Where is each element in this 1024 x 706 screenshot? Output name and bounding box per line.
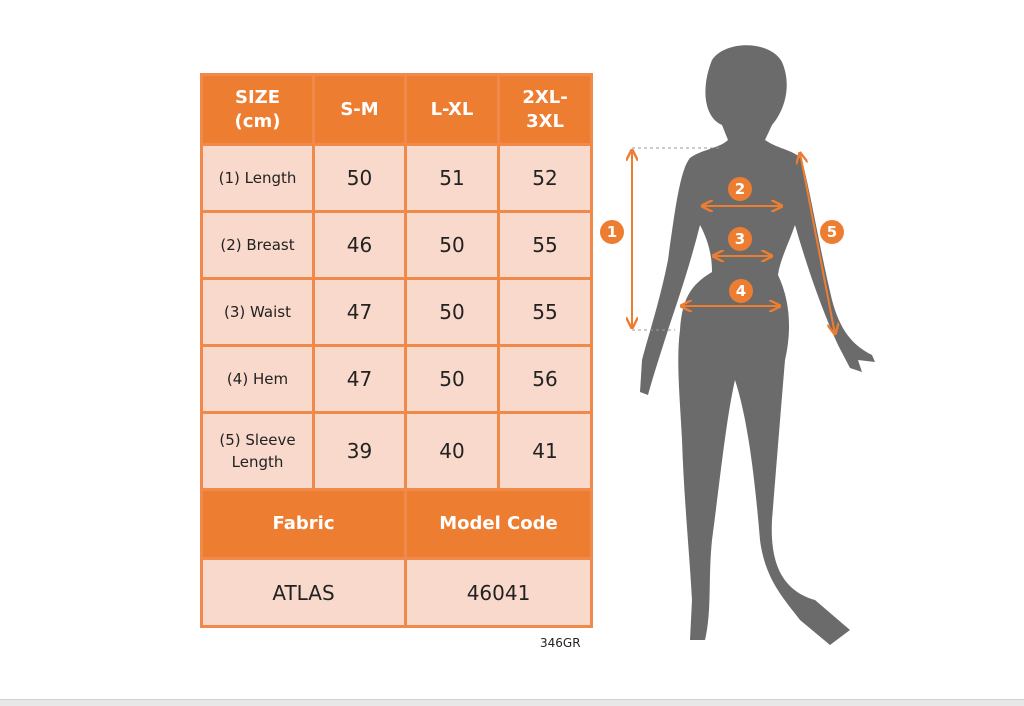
row-label: (1) Length	[200, 143, 315, 213]
cell: 47	[312, 344, 407, 414]
marker-5: 5	[820, 220, 844, 244]
table-row: (1) Length 50 51 52	[200, 143, 593, 213]
cell: 40	[404, 411, 500, 491]
cell: 47	[312, 277, 407, 347]
table-row: (3) Waist 47 50 55	[200, 277, 593, 347]
marker-1: 1	[600, 220, 624, 244]
row-label: (3) Waist	[200, 277, 315, 347]
row-label: (5) Sleeve Length	[200, 411, 315, 491]
svg-text:3: 3	[735, 230, 745, 248]
svg-text:5: 5	[827, 223, 837, 241]
fabric-header: Fabric	[200, 488, 407, 560]
sleeve-arrow	[800, 153, 835, 334]
cell: 41	[497, 411, 593, 491]
marker-2: 2	[728, 177, 752, 201]
cell: 55	[497, 277, 593, 347]
marker-3: 3	[728, 227, 752, 251]
marker-4: 4	[729, 279, 753, 303]
size-header-row: SIZE (cm) S-M L-XL 2XL-3XL	[200, 73, 593, 146]
cell: 39	[312, 411, 407, 491]
fabric-value: ATLAS	[200, 557, 407, 628]
size-chart-table: SIZE (cm) S-M L-XL 2XL-3XL (1) Length 50…	[200, 73, 593, 628]
cell: 55	[497, 210, 593, 280]
table-row: (4) Hem 47 50 56	[200, 344, 593, 414]
product-code: 346GR	[540, 636, 581, 650]
header-cell: L-XL	[404, 73, 500, 146]
header-cell: S-M	[312, 73, 407, 146]
header-cell: 2XL-3XL	[497, 73, 593, 146]
cell: 51	[404, 143, 500, 213]
table-row: (2) Breast 46 50 55	[200, 210, 593, 280]
row-label: (2) Breast	[200, 210, 315, 280]
cell: 50	[312, 143, 407, 213]
cell: 50	[404, 277, 500, 347]
cell: 52	[497, 143, 593, 213]
row-label: (4) Hem	[200, 344, 315, 414]
header-cell: SIZE (cm)	[200, 73, 315, 146]
svg-text:2: 2	[735, 180, 745, 198]
bottom-bar	[0, 699, 1024, 706]
model-code-header: Model Code	[404, 488, 593, 560]
silhouette	[640, 45, 875, 645]
info-header-row: Fabric Model Code	[200, 488, 593, 560]
svg-text:1: 1	[607, 223, 617, 241]
model-code-value: 46041	[404, 557, 593, 628]
cell: 50	[404, 344, 500, 414]
cell: 46	[312, 210, 407, 280]
table-row: (5) Sleeve Length 39 40 41	[200, 411, 593, 491]
cell: 50	[404, 210, 500, 280]
info-value-row: ATLAS 46041	[200, 557, 593, 628]
svg-text:4: 4	[736, 282, 746, 300]
cell: 56	[497, 344, 593, 414]
